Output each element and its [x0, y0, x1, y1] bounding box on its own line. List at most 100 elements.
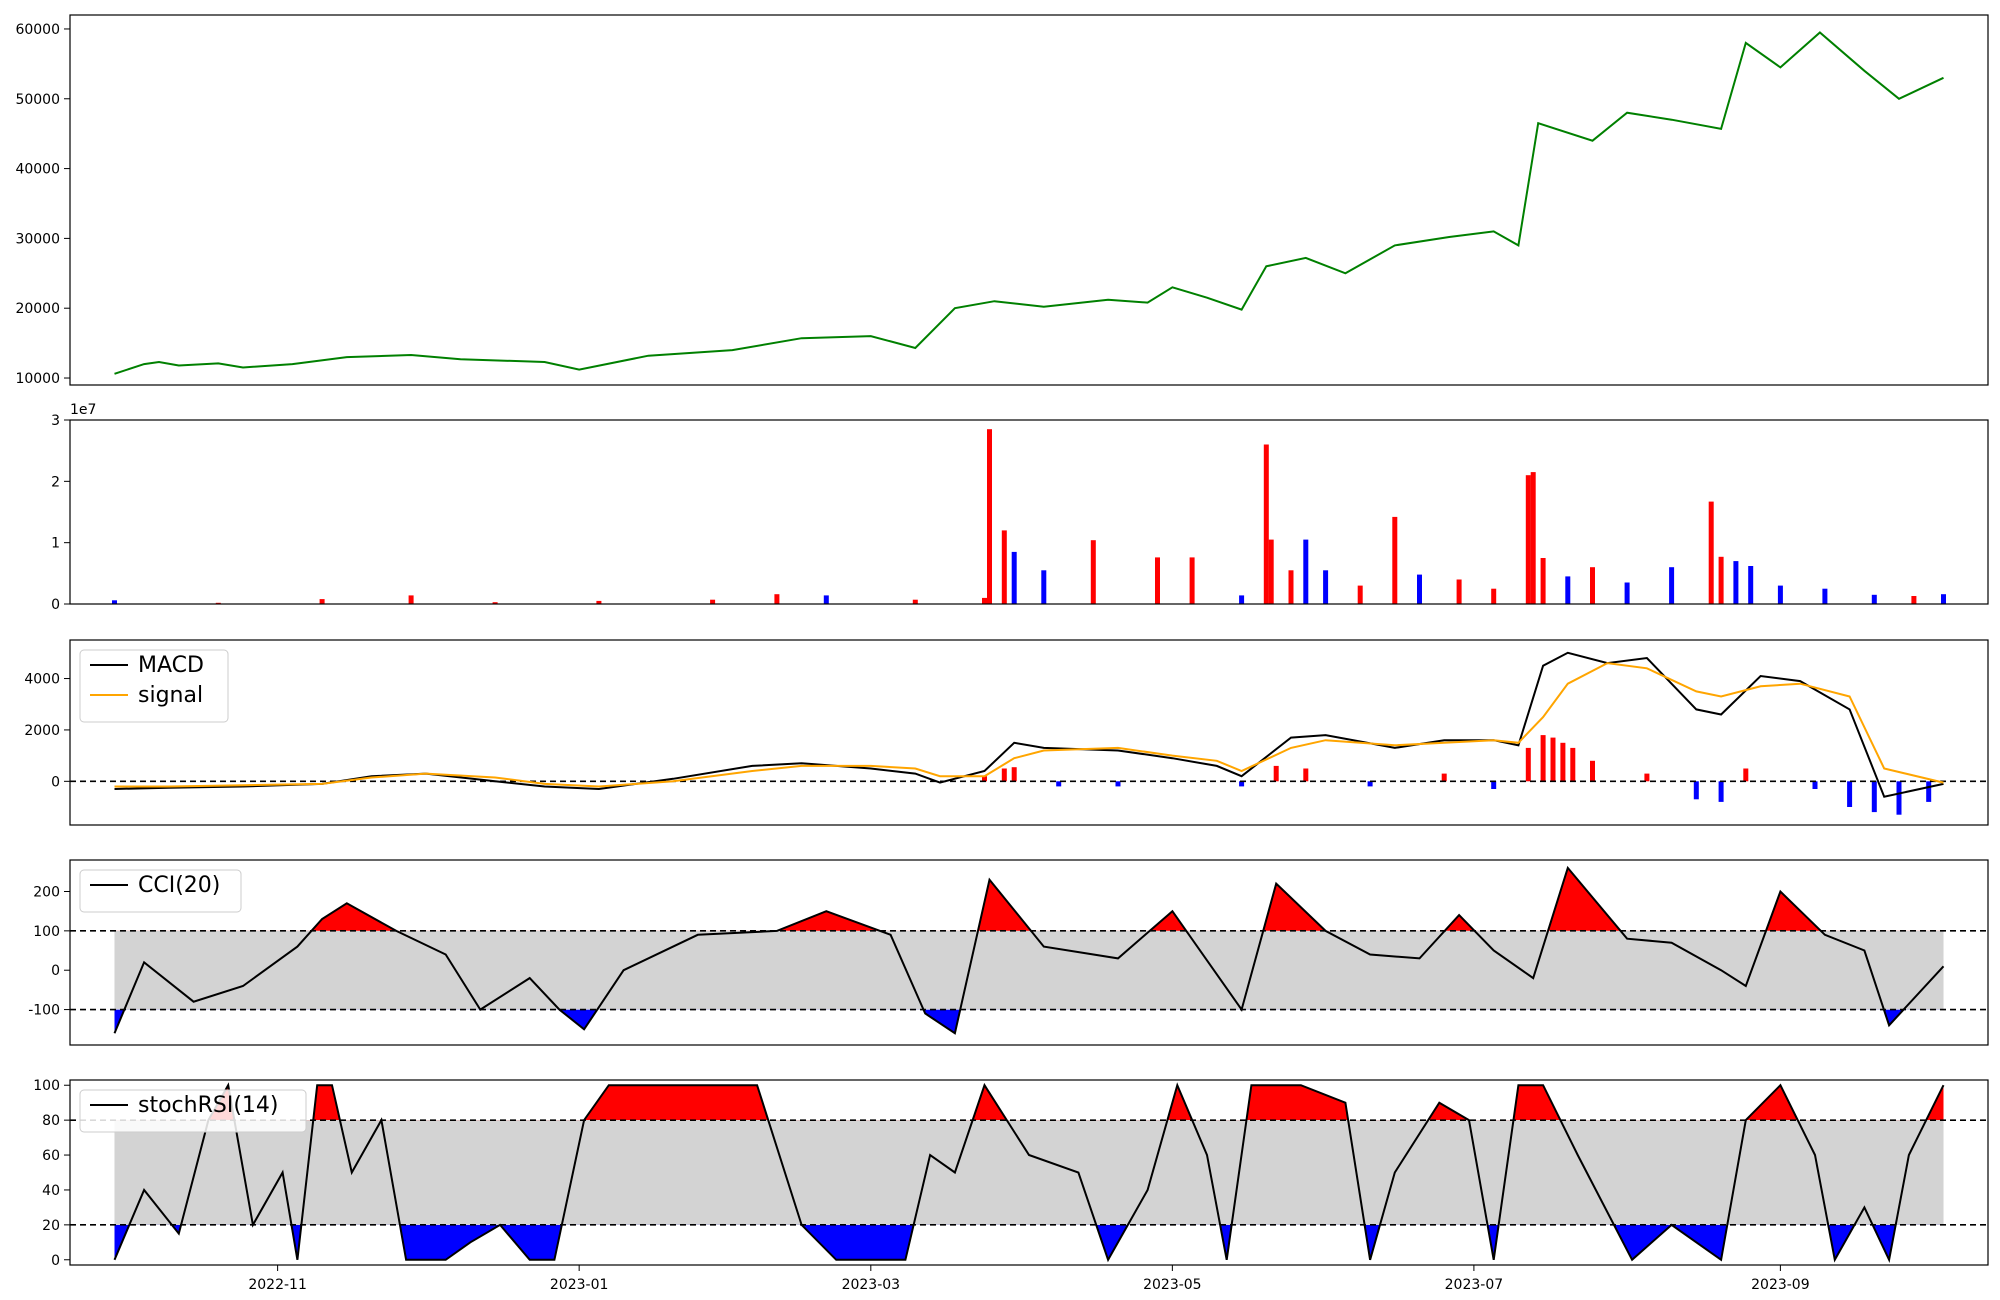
- y-tick-label: 0: [51, 597, 60, 613]
- x-tick-label: 2023-09: [1751, 1277, 1810, 1293]
- y-tick-label: 100: [33, 1078, 60, 1094]
- macd-histogram-bar: [1644, 773, 1650, 782]
- panel-frame: [69, 1079, 1989, 1266]
- macd-histogram-bar: [1871, 781, 1877, 813]
- volume-bar: [1392, 516, 1398, 604]
- volume-bar: [596, 600, 602, 604]
- y-tick-label: 20000: [15, 301, 60, 317]
- volume-bar: [1357, 585, 1363, 604]
- macd-histogram-bar: [1001, 768, 1007, 782]
- x-tick-label: 2023-03: [842, 1277, 901, 1293]
- y-tick-label: 10000: [15, 371, 60, 387]
- y-tick-label: 200: [33, 884, 60, 900]
- panel-frame: [69, 419, 1989, 605]
- volume-bar: [1268, 539, 1274, 604]
- x-tick-label: 2023-05: [1143, 1277, 1202, 1293]
- legend-box: [79, 1089, 307, 1133]
- legend-entry: MACD: [138, 653, 204, 678]
- y-tick-label: 60: [42, 1148, 60, 1164]
- legend-entry: signal: [138, 683, 203, 708]
- neutral-band: [114, 1120, 1944, 1225]
- volume-bar: [982, 597, 987, 604]
- macd-histogram-bar: [1550, 737, 1556, 782]
- volume-bar: [492, 602, 498, 604]
- y-tick-label: 2: [51, 474, 60, 490]
- y-tick-label: 40: [42, 1183, 60, 1199]
- macd-histogram-bar: [1367, 781, 1373, 787]
- volume-bar: [823, 595, 829, 604]
- volume-bar: [1239, 595, 1245, 604]
- macd-histogram-bar: [1590, 760, 1595, 782]
- volume-bar: [1001, 530, 1007, 604]
- y-tick-label: 0: [51, 963, 60, 979]
- volume-bar: [1708, 501, 1714, 604]
- volume-bar: [1263, 444, 1269, 604]
- macd-histogram-bar: [1926, 781, 1932, 802]
- volume-bar: [1530, 472, 1536, 604]
- y-tick-label: 80: [42, 1113, 60, 1129]
- x-tick-label: 2022-11: [248, 1277, 307, 1293]
- series-line: [113, 865, 1945, 1035]
- price-panel: 10000 20000 30000 40000 50000 60000: [15, 14, 1989, 387]
- volume-bar: [1011, 551, 1017, 604]
- series-line: [114, 651, 1944, 798]
- volume-bar: [1456, 579, 1462, 604]
- volume-bar: [1941, 594, 1946, 604]
- macd-histogram-bar: [1239, 781, 1245, 787]
- macd-histogram-bar: [1743, 768, 1749, 782]
- series-line: [113, 1082, 1945, 1264]
- y-tick-label: 30000: [15, 231, 60, 247]
- volume-bar: [1090, 540, 1096, 604]
- macd-histogram-bar: [1847, 781, 1853, 807]
- volume-panel: 0 1 2 3 1e7: [51, 402, 1989, 613]
- volume-bar: [1718, 556, 1724, 604]
- volume-bar: [1417, 574, 1422, 604]
- volume-bar: [408, 595, 414, 604]
- volume-bar: [1911, 596, 1917, 604]
- volume-offset-label: 1e7: [70, 402, 96, 418]
- volume-bar: [1041, 570, 1047, 604]
- price-line: [114, 31, 1944, 375]
- volume-bar: [1189, 557, 1195, 604]
- macd-histogram-bar: [1525, 747, 1531, 782]
- volume-bar: [1822, 588, 1828, 604]
- series-line: [114, 662, 1944, 788]
- macd-histogram-bar: [1718, 781, 1724, 802]
- volume-bar: [987, 429, 992, 604]
- oversold-fill: [114, 1009, 1944, 1034]
- y-tick-label: 4000: [24, 672, 60, 688]
- y-tick-label: 50000: [15, 92, 60, 108]
- y-tick-label: 3: [51, 413, 60, 429]
- panel-frame: [69, 639, 1989, 826]
- macd-histogram-bar: [982, 776, 987, 782]
- volume-bar: [1669, 567, 1675, 604]
- volume-bar: [912, 599, 918, 604]
- y-tick-label: 100: [33, 924, 60, 940]
- volume-bar: [1525, 475, 1531, 604]
- macd-histogram-bar: [1056, 781, 1062, 787]
- y-tick-label: 60000: [15, 22, 60, 38]
- macd-histogram-bar: [1441, 773, 1447, 782]
- volume-bar: [319, 599, 325, 604]
- volume-bar: [1303, 539, 1309, 604]
- volume-bar: [1871, 594, 1877, 604]
- y-tick-label: 0: [51, 1253, 60, 1269]
- cci-panel: -100 0 100 200 CCI(20): [28, 859, 1989, 1046]
- x-tick-label: 2023-07: [1445, 1277, 1504, 1293]
- x-tick-label: 2023-01: [550, 1277, 609, 1293]
- legend-entry: CCI(20): [138, 873, 220, 898]
- legend-entry: stochRSI(14): [138, 1093, 279, 1118]
- volume-bar: [1590, 567, 1595, 604]
- volume-bar: [1565, 576, 1571, 604]
- macd-histogram-bar: [1273, 765, 1279, 782]
- volume-bar: [1491, 588, 1497, 604]
- y-tick-label: 1: [51, 536, 60, 552]
- panel-frame: [69, 14, 1989, 386]
- y-tick-label: 2000: [24, 723, 60, 739]
- volume-bar: [710, 599, 716, 604]
- macd-histogram-bar: [1896, 781, 1902, 815]
- volume-bar: [1624, 582, 1630, 604]
- panel-frame: [69, 859, 1989, 1046]
- x-axis: 2022-11 2023-01 2023-03 2023-05 2023-07 2023-…: [248, 1265, 1810, 1293]
- macd-histogram-bar: [1560, 742, 1566, 782]
